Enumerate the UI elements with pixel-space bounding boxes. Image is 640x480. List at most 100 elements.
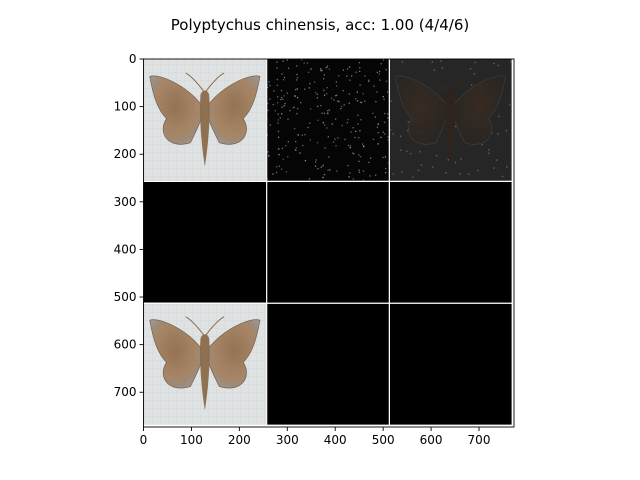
noise-pixel — [382, 156, 384, 159]
noise-pixel — [357, 137, 360, 139]
noise-pixel — [301, 59, 303, 61]
noise-pixel — [349, 145, 352, 147]
y-tick-label: 400 — [114, 242, 137, 256]
noise-speck — [406, 129, 409, 132]
noise-pixel — [336, 170, 338, 172]
noise-pixel — [273, 90, 275, 92]
noise-pixel — [363, 145, 365, 147]
y-tick-label: 700 — [114, 385, 137, 399]
grid-cell — [266, 59, 391, 182]
noise-pixel — [360, 119, 362, 121]
noise-pixel — [296, 107, 299, 110]
noise-speck — [497, 64, 500, 67]
noise-speck — [420, 164, 423, 166]
noise-pixel — [302, 144, 304, 147]
noise-speck — [495, 159, 498, 161]
noise-speck — [400, 149, 402, 152]
noise-pixel — [267, 109, 269, 112]
black-background — [266, 59, 389, 181]
noise-pixel — [383, 121, 386, 123]
black-tile — [388, 302, 512, 425]
noise-pixel — [382, 95, 384, 98]
noise-pixel — [277, 136, 280, 138]
grid-cell — [388, 59, 513, 181]
noise-pixel — [307, 71, 310, 74]
moth-antennae — [185, 72, 225, 92]
noise-pixel — [276, 84, 279, 86]
noise-pixel — [281, 73, 283, 75]
noise-pixel — [385, 69, 387, 71]
noise-pixel — [308, 87, 310, 89]
noise-pixel — [294, 95, 296, 97]
noise-pixel — [281, 147, 284, 150]
x-tick-label: 400 — [324, 433, 347, 447]
noise-pixel — [340, 107, 342, 110]
noise-pixel — [287, 67, 290, 69]
noise-pixel — [348, 176, 350, 178]
noise-pixel — [379, 79, 381, 81]
noise-pixel — [384, 167, 387, 170]
noise-pixel — [362, 93, 364, 95]
noise-pixel — [322, 176, 324, 179]
noise-pixel — [282, 79, 285, 81]
noise-pixel — [356, 91, 358, 93]
noise-pixel — [330, 97, 333, 99]
noise-pixel — [376, 71, 378, 74]
noise-pixel — [272, 173, 274, 175]
noise-pixel — [382, 131, 384, 133]
noise-pixel — [283, 76, 286, 79]
noise-pixel — [342, 69, 345, 71]
noise-speck — [419, 150, 421, 153]
noise-pixel — [295, 79, 298, 81]
noise-pixel — [355, 71, 357, 73]
noise-pixel — [347, 118, 349, 121]
noise-pixel — [335, 81, 338, 83]
noise-speck — [474, 61, 476, 64]
noise-pixel — [304, 159, 307, 162]
noise-pixel — [348, 66, 351, 68]
noise-speck — [412, 176, 414, 178]
noise-pixel — [334, 118, 337, 120]
noise-pixel — [378, 73, 380, 75]
noise-pixel — [283, 95, 285, 97]
noise-pixel — [278, 165, 280, 167]
noise-speck — [399, 135, 402, 138]
noise-pixel — [315, 159, 318, 161]
noise-pixel — [277, 101, 279, 104]
noise-pixel — [369, 157, 372, 159]
noise-pixel — [361, 143, 364, 145]
noise-pixel — [293, 106, 295, 108]
noise-pixel — [353, 153, 355, 155]
noise-pixel — [296, 96, 299, 99]
noise-pixel — [377, 132, 379, 134]
noise-pixel — [272, 103, 274, 106]
grid-cell — [388, 302, 512, 425]
noise-pixel — [276, 67, 278, 69]
noise-speck — [510, 60, 512, 63]
left-wing — [149, 75, 202, 145]
noise-pixel — [267, 151, 269, 153]
noise-pixel — [322, 164, 324, 166]
moth-body — [200, 334, 210, 411]
noise-speck — [433, 69, 436, 71]
noise-pixel — [320, 69, 322, 72]
y-tick-label: 0 — [129, 52, 137, 66]
noise-pixel — [349, 79, 351, 81]
noise-speck — [505, 129, 508, 132]
noise-speck — [435, 154, 438, 157]
noise-pixel — [373, 85, 375, 87]
noise-pixel — [344, 138, 346, 141]
noise-pixel — [321, 69, 323, 72]
noise-pixel — [350, 131, 352, 133]
noise-pixel — [383, 98, 385, 100]
chart-title: Polyptychus chinensis, acc: 1.00 (4/4/6) — [170, 16, 470, 34]
noise-pixel — [317, 119, 319, 121]
noise-pixel — [268, 81, 270, 83]
noise-pixel — [275, 166, 278, 168]
noise-pixel — [282, 60, 284, 62]
noise-pixel — [328, 109, 331, 111]
noise-speck — [501, 175, 504, 178]
noise-pixel — [326, 127, 328, 129]
noise-pixel — [374, 116, 376, 118]
